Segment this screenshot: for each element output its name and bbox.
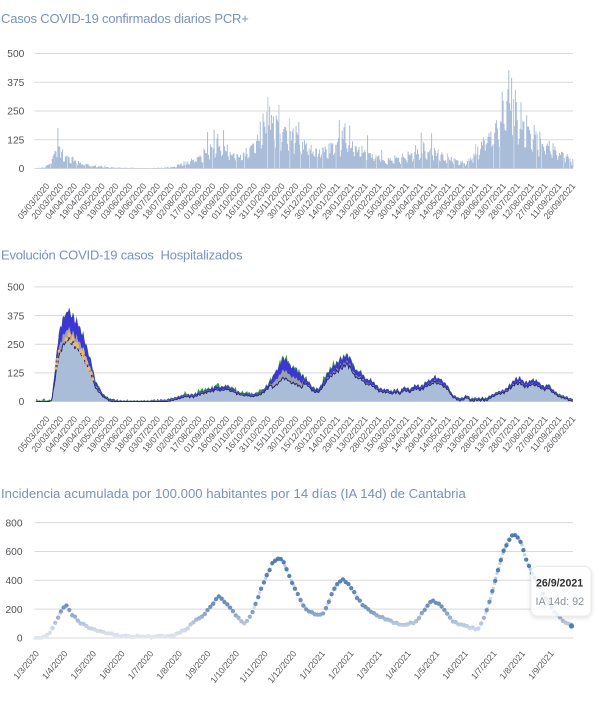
svg-text:Casos COVID-19 confirmados dia: Casos COVID-19 confirmados diarios PCR+ bbox=[1, 11, 249, 26]
svg-text:26/9/2021: 26/9/2021 bbox=[536, 578, 583, 590]
svg-text:Evolución COVID-19 casos Hosp: Evolución COVID-19 casos Hospitalizados bbox=[1, 247, 243, 262]
svg-text:500: 500 bbox=[7, 49, 24, 60]
svg-text:0: 0 bbox=[17, 634, 23, 645]
svg-text:800: 800 bbox=[6, 518, 23, 529]
svg-text:400: 400 bbox=[6, 576, 23, 587]
svg-text:0: 0 bbox=[19, 397, 25, 408]
svg-text:125: 125 bbox=[7, 135, 24, 146]
svg-text:125: 125 bbox=[7, 369, 24, 380]
svg-text:250: 250 bbox=[7, 107, 24, 118]
svg-text:IA 14d: 92: IA 14d: 92 bbox=[536, 596, 585, 608]
svg-text:375: 375 bbox=[7, 311, 24, 322]
svg-text:500: 500 bbox=[7, 283, 24, 294]
svg-text:200: 200 bbox=[6, 605, 23, 616]
svg-text:600: 600 bbox=[6, 547, 23, 558]
svg-text:Incidencia acumulada por 100.0: Incidencia acumulada por 100.000 habitan… bbox=[1, 486, 466, 501]
svg-text:0: 0 bbox=[19, 164, 25, 175]
svg-text:250: 250 bbox=[7, 340, 24, 351]
svg-text:375: 375 bbox=[7, 78, 24, 89]
